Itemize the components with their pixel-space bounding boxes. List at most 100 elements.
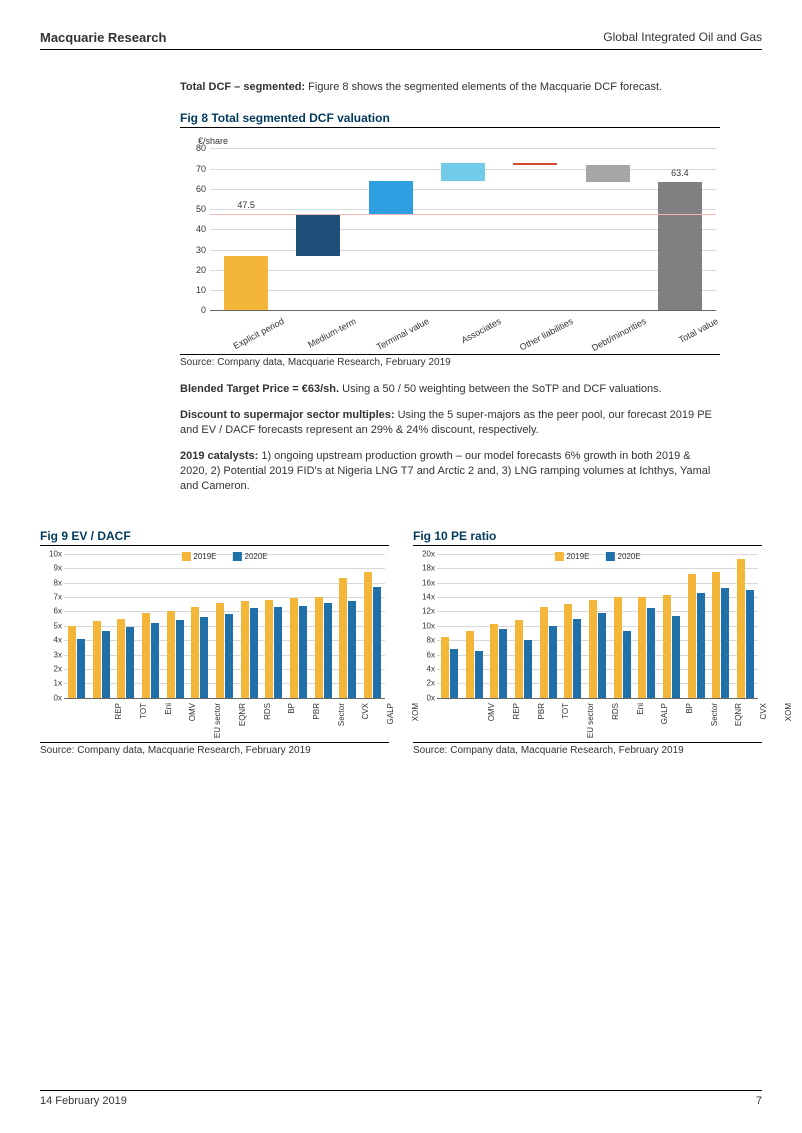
small-ytick: 14x [415, 592, 435, 601]
bar-2020 [697, 593, 705, 698]
main-content: Total DCF – segmented: Figure 8 shows th… [180, 80, 720, 495]
small-ytick: 0x [42, 693, 62, 702]
charts-row: Fig 9 EV / DACF 0x1x2x3x4x5x6x7x8x9x10xR… [40, 513, 762, 770]
bar-2019 [663, 595, 671, 697]
fig8-bar [369, 181, 413, 214]
bar-2020 [200, 617, 208, 698]
small-ytick: 1x [42, 679, 62, 688]
bar-2019 [142, 613, 150, 698]
bar-2019 [564, 604, 572, 698]
small-ytick: 20x [415, 549, 435, 558]
p4-text: 1) ongoing upstream production growth – … [180, 450, 710, 493]
legend-2020: 2020E [233, 552, 268, 561]
small-ytick: 18x [415, 564, 435, 573]
small-xlabel: OMV [188, 703, 197, 743]
fig8-ytick: 30 [184, 245, 206, 255]
bar-2020 [647, 608, 655, 698]
bar-2020 [499, 629, 507, 697]
bar-2019 [117, 619, 125, 698]
bar-2019 [364, 572, 372, 697]
fig9-plot: 0x1x2x3x4x5x6x7x8x9x10xREPTOTEniOMVEU se… [64, 554, 385, 698]
small-xlabel: Eni [636, 703, 645, 743]
small-ytick: 5x [42, 621, 62, 630]
fig10-title: Fig 10 PE ratio [413, 529, 762, 543]
small-ytick: 2x [415, 679, 435, 688]
p1-text: Figure 8 shows the segmented elements of… [305, 81, 662, 93]
fig10-rule [413, 545, 762, 546]
small-xlabel: EU sector [213, 703, 222, 743]
fig8-bar [296, 214, 340, 256]
bar-2020 [721, 588, 729, 697]
page-footer: 14 February 2019 7 [40, 1090, 762, 1107]
fig8-bar [658, 182, 702, 310]
bar-2020 [573, 619, 581, 698]
legend-2019: 2019E [181, 552, 216, 561]
fig10-container: Fig 10 PE ratio 0x2x4x6x8x10x12x14x16x18… [413, 513, 762, 770]
fig8-xlabel: Terminal value [373, 316, 431, 353]
p1-lead: Total DCF – segmented: [180, 81, 305, 93]
fig10-plot: 0x2x4x6x8x10x12x14x16x18x20xOMVREPPBRTOT… [437, 554, 758, 698]
fig9-container: Fig 9 EV / DACF 0x1x2x3x4x5x6x7x8x9x10xR… [40, 513, 389, 770]
bar-2020 [524, 640, 532, 698]
bar-2019 [339, 578, 347, 698]
p2-text: Using a 50 / 50 weighting between the So… [339, 383, 662, 395]
fig9-rule [40, 545, 389, 546]
bar-2020 [274, 607, 282, 698]
paragraph-total-dcf: Total DCF – segmented: Figure 8 shows th… [180, 80, 720, 95]
small-xlabel: RDS [263, 703, 272, 743]
small-xlabel: EU sector [586, 703, 595, 743]
bar-2019 [93, 621, 101, 697]
bar-2020 [549, 626, 557, 698]
bar-2019 [614, 597, 622, 698]
small-ytick: 12x [415, 607, 435, 616]
page-header: Macquarie Research Global Integrated Oil… [40, 30, 762, 50]
bar-2020 [623, 631, 631, 698]
bar-2019 [589, 600, 597, 698]
legend-2019: 2019E [554, 552, 589, 561]
bar-2019 [315, 597, 323, 698]
small-xlabel: REP [114, 703, 123, 743]
footer-date: 14 February 2019 [40, 1095, 127, 1107]
fig9-source: Source: Company data, Macquarie Research… [40, 742, 389, 756]
small-xlabel: TOT [139, 703, 148, 743]
bar-2019 [540, 607, 548, 698]
small-ytick: 6x [42, 607, 62, 616]
bar-2019 [290, 598, 298, 697]
fig10-source: Source: Company data, Macquarie Research… [413, 742, 762, 756]
bar-2019 [441, 637, 449, 698]
bar-2020 [475, 651, 483, 698]
paragraph-catalysts: 2019 catalysts: 1) ongoing upstream prod… [180, 449, 720, 495]
small-ytick: 4x [415, 664, 435, 673]
fig8-rule [180, 127, 720, 128]
fig8-ytick: 20 [184, 265, 206, 275]
small-xlabel: Eni [164, 703, 173, 743]
paragraph-blended: Blended Target Price = €63/sh. Using a 5… [180, 382, 720, 397]
small-xlabel: GALP [660, 703, 669, 743]
bar-2019 [712, 572, 720, 697]
small-xlabel: EQNR [238, 703, 247, 743]
fig8-ytick: 50 [184, 204, 206, 214]
small-xlabel: Sector [337, 703, 346, 743]
bar-2019 [490, 624, 498, 698]
bar-2019 [737, 559, 745, 698]
bar-2020 [299, 606, 307, 698]
bar-2020 [102, 631, 110, 697]
bar-2020 [373, 587, 381, 698]
chart-legend: 2019E 2020E [181, 552, 267, 561]
bar-2019 [241, 601, 249, 697]
small-xlabel: RDS [611, 703, 620, 743]
bar-2020 [746, 590, 754, 698]
bar-2019 [167, 611, 175, 697]
chart-legend: 2019E2020E [554, 552, 640, 561]
small-ytick: 4x [42, 636, 62, 645]
small-ytick: 7x [42, 592, 62, 601]
bar-2020 [450, 649, 458, 697]
fig8-ytick: 10 [184, 285, 206, 295]
fig8-ytick: 40 [184, 224, 206, 234]
fig8-xlabel: Other liabilities [517, 316, 575, 353]
small-xlabel: XOM [784, 703, 793, 743]
small-xlabel: CVX [361, 703, 370, 743]
fig8-ytick: 80 [184, 143, 206, 153]
small-ytick: 8x [415, 636, 435, 645]
bar-2019 [515, 620, 523, 698]
